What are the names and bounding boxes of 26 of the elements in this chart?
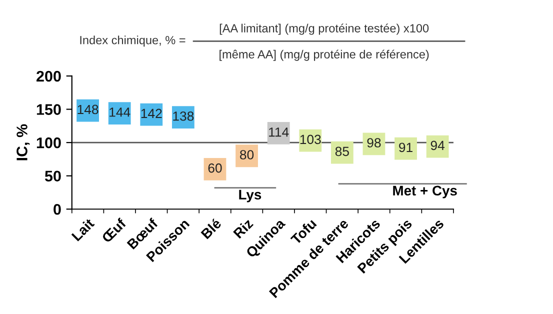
x-tick-label: Blé	[200, 218, 222, 240]
y-tick-label: 150	[36, 104, 61, 115]
annotation: Lys	[239, 190, 262, 202]
y-tick-label: 50	[44, 170, 61, 182]
data-label: 80	[240, 150, 254, 160]
data-label: 60	[208, 163, 222, 173]
data-label: 114	[269, 128, 289, 137]
y-tick-label: 200	[36, 70, 61, 82]
annotation: Met + Cys	[393, 186, 457, 198]
y-tick-label: 0	[54, 204, 61, 215]
data-label: 138	[173, 111, 194, 121]
x-tick-label: Lait	[70, 218, 95, 242]
data-label: 94	[430, 140, 445, 150]
data-label: 85	[335, 146, 349, 156]
x-tick-label: Tofu	[290, 218, 317, 246]
chart-title: Index chimique, % =	[80, 36, 186, 47]
data-label: 142	[141, 108, 162, 118]
y-tick-label: 100	[36, 137, 61, 148]
y-axis-title: IC, %	[16, 124, 30, 160]
data-label: 148	[78, 104, 98, 114]
text: [AA limitant] (mg/g protéine testée) x100	[220, 24, 429, 35]
text: [même AA] (mg/g protéine de référence)	[220, 50, 429, 61]
data-label: 98	[367, 138, 381, 148]
data-label: 144	[110, 108, 130, 117]
data-label: 91	[399, 142, 412, 152]
data-label: 103	[300, 134, 321, 144]
